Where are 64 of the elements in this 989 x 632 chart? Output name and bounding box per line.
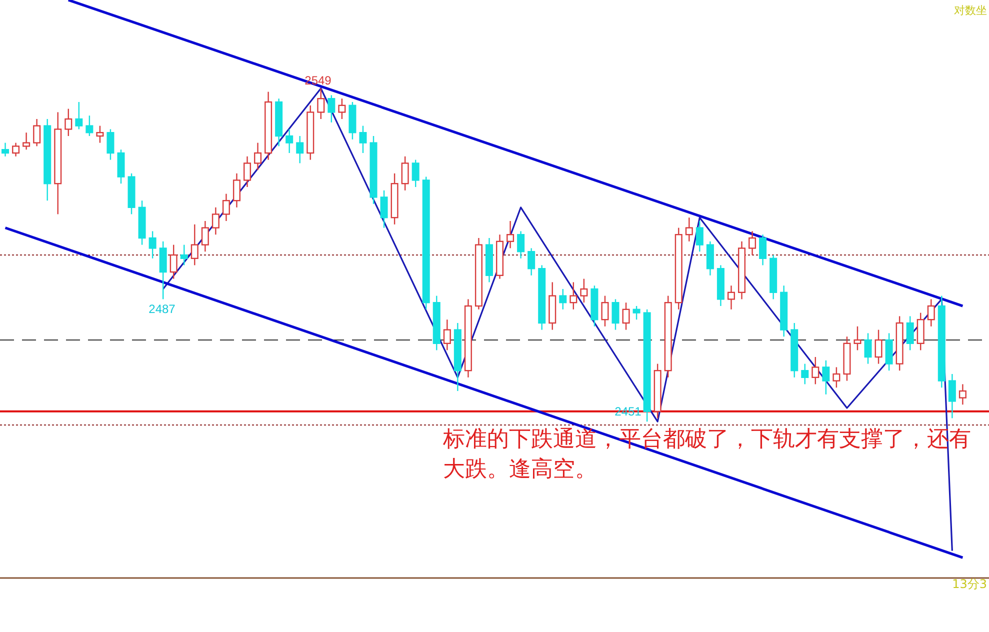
- candlestick: [559, 288, 567, 310]
- candlestick: [12, 142, 20, 157]
- candlestick: [612, 298, 620, 330]
- candlestick: [854, 326, 862, 351]
- candlestick: [864, 332, 872, 364]
- candlestick: [696, 220, 704, 252]
- candlestick: [622, 302, 630, 330]
- candlestick: [106, 128, 114, 160]
- candlestick: [222, 193, 230, 222]
- candlestick: [159, 240, 167, 300]
- annotation: 2549: [304, 73, 332, 88]
- candlestick: [958, 384, 966, 406]
- candlestick: [506, 220, 514, 249]
- candlestick: [286, 128, 294, 154]
- candlestick: [170, 244, 178, 280]
- candlestick: [412, 159, 420, 188]
- candlestick: [580, 278, 588, 304]
- candlestick: [296, 135, 304, 164]
- candlestick: [328, 94, 336, 123]
- candlestick: [2, 142, 10, 157]
- candlestick: [401, 156, 409, 191]
- annotation: 2487: [148, 302, 176, 316]
- candlestick: [96, 125, 104, 144]
- candlestick: [874, 329, 882, 364]
- candlestick: [517, 230, 525, 259]
- candlestick: [601, 295, 609, 327]
- candlestick: [190, 224, 198, 266]
- candlestick: [916, 312, 924, 351]
- candlestick: [232, 172, 240, 208]
- candlestick: [885, 332, 893, 372]
- candlestick: [359, 125, 367, 154]
- candlestick: [148, 230, 156, 259]
- candlestick: [22, 132, 30, 150]
- candlestick: [706, 240, 714, 276]
- candlestick: [254, 142, 262, 171]
- candlestick: [212, 206, 220, 236]
- candlestick: [86, 115, 94, 137]
- candlestick: [948, 373, 956, 419]
- candlestick: [832, 366, 840, 388]
- candlestick: [570, 282, 578, 310]
- candlestick: [33, 118, 41, 147]
- candlestick: [632, 305, 640, 320]
- candlestick: [822, 360, 830, 395]
- candlestick: [338, 98, 346, 120]
- candlestick: [759, 234, 767, 266]
- candlestick: [906, 316, 914, 351]
- candlestick: [927, 298, 935, 327]
- candlestick: [748, 230, 756, 256]
- candlestick: [180, 244, 188, 266]
- annotation: 对数坐: [954, 4, 987, 19]
- candlestick: [117, 149, 125, 184]
- annotation: 13分3: [952, 576, 987, 592]
- candlestick: [201, 220, 209, 252]
- candlestick: [812, 356, 820, 385]
- candlestick: [801, 363, 809, 385]
- candlestick: [380, 190, 388, 228]
- candlestick: [64, 108, 72, 137]
- candlestick: [243, 156, 252, 188]
- candlestick: [727, 285, 735, 310]
- candlestick: [443, 319, 451, 351]
- candlestick: [317, 88, 325, 120]
- candlestick: [75, 101, 83, 130]
- candlestick: [685, 217, 693, 242]
- candlestick: [528, 248, 536, 276]
